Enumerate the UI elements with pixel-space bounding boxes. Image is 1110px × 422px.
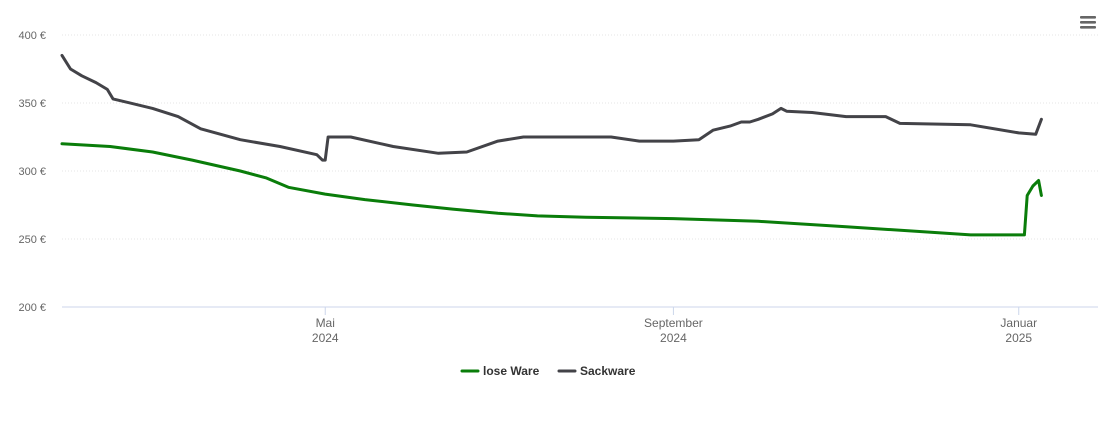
- y-axis-labels: 400 € 350 € 300 € 250 € 200 €: [18, 30, 46, 314]
- legend-item-sackware[interactable]: Sackware: [557, 364, 636, 378]
- y-tick-label: 400 €: [18, 30, 46, 42]
- legend-label: lose Ware: [483, 364, 540, 378]
- series-lines: [60, 53, 1043, 237]
- menu-hamburger-icon[interactable]: [1074, 11, 1100, 33]
- series-line-sackware: [60, 53, 1043, 162]
- x-tick-label: September: [644, 316, 703, 330]
- y-tick-label: 250 €: [18, 234, 46, 246]
- legend[interactable]: lose Ware Sackware: [460, 364, 636, 378]
- y-tick-label: 300 €: [18, 166, 46, 178]
- y-tick-label: 200 €: [18, 302, 46, 314]
- x-tick-label: Mai: [316, 316, 335, 330]
- x-tick-year-label: 2025: [1005, 331, 1032, 345]
- y-tick-label: 350 €: [18, 98, 46, 110]
- series-line-lose-ware: [60, 142, 1043, 237]
- x-tick-year-label: 2024: [312, 331, 339, 345]
- legend-label: Sackware: [580, 364, 636, 378]
- x-tick-year-label: 2024: [660, 331, 687, 345]
- legend-item-lose-ware[interactable]: lose Ware: [460, 364, 540, 378]
- x-tick-label: Januar: [1000, 316, 1037, 330]
